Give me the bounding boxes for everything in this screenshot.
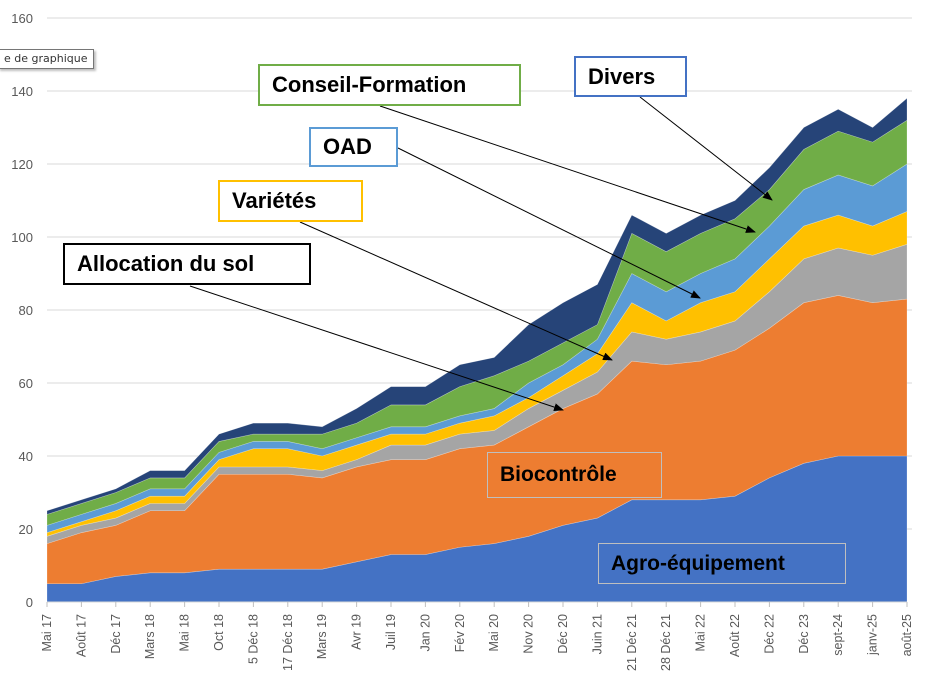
y-tick-label: 60 <box>19 376 33 391</box>
annotation-allocation-du-sol-label: Allocation du sol <box>77 251 255 276</box>
x-tick-label: Oct 18 <box>212 614 226 651</box>
y-tick-label: 120 <box>11 157 33 172</box>
x-tick-label: août-25 <box>900 614 914 656</box>
annotation-oad-label: OAD <box>323 134 372 159</box>
annotation-varietes[interactable]: Variétés <box>218 180 363 222</box>
y-axis: 0 20 40 60 80 100 120 140 160 <box>11 11 33 610</box>
chart-tooltip: e de graphique <box>0 49 94 69</box>
y-tick-label: 20 <box>19 522 33 537</box>
x-tick-label: 5 Déc 18 <box>246 614 260 664</box>
x-tick-label: Mai 20 <box>487 614 501 652</box>
x-tick-label: Août 22 <box>728 614 742 657</box>
x-tick-label: Déc 23 <box>797 614 811 654</box>
annotation-divers[interactable]: Divers <box>574 56 687 97</box>
x-tick-label: Jan 20 <box>418 614 432 652</box>
y-tick-label: 0 <box>26 595 33 610</box>
arrow-oad <box>397 147 701 299</box>
x-tick-label: Avr 19 <box>350 614 364 650</box>
y-tick-label: 40 <box>19 449 33 464</box>
x-tick-label: 17 Déc 18 <box>281 614 295 671</box>
y-tick-label: 140 <box>11 84 33 99</box>
label-agro-equipement[interactable]: Agro-équipement <box>598 543 846 584</box>
label-biocontrole-text: Biocontrôle <box>500 463 617 486</box>
annotation-oad[interactable]: OAD <box>309 127 398 167</box>
label-agro-equipement-text: Agro-équipement <box>611 551 785 575</box>
arrow-varietes <box>299 221 613 361</box>
x-tick-label: Déc 20 <box>556 614 570 654</box>
annotation-conseil-formation-label: Conseil-Formation <box>272 72 467 97</box>
x-tick-label: Déc 17 <box>109 614 123 654</box>
x-tick-label: Déc 22 <box>762 614 776 654</box>
area-divers[interactable] <box>46 97 908 515</box>
area-series <box>46 97 908 603</box>
y-tick-label: 160 <box>11 11 33 26</box>
arrow-conseil <box>379 105 756 233</box>
x-tick-label: Nov 20 <box>522 614 536 654</box>
x-tick-label: Août 17 <box>74 614 88 657</box>
arrow-divers <box>639 96 773 201</box>
annotation-conseil-formation[interactable]: Conseil-Formation <box>258 64 521 106</box>
x-tick-label: Juin 21 <box>590 614 604 654</box>
label-biocontrole[interactable]: Biocontrôle <box>487 452 662 498</box>
annotation-varietes-label: Variétés <box>232 188 317 213</box>
x-tick-label: Juil 19 <box>384 614 398 650</box>
y-tick-label: 100 <box>11 230 33 245</box>
x-tick-label: Mai 22 <box>694 614 708 652</box>
annotation-divers-label: Divers <box>588 63 656 89</box>
x-tick-label: Mai 18 <box>178 614 192 652</box>
x-tick-label: 28 Déc 21 <box>659 614 673 671</box>
x-tick-label: Fév 20 <box>453 614 467 652</box>
y-tick-label: 80 <box>19 303 33 318</box>
x-tick-label: Mai 17 <box>40 614 54 652</box>
x-tick-label: 21 Déc 21 <box>625 614 639 671</box>
x-tick-label: Mars 18 <box>143 614 157 659</box>
x-tick-label: sept-24 <box>831 614 845 656</box>
annotation-arrows <box>189 96 773 411</box>
annotation-allocation-du-sol[interactable]: Allocation du sol <box>63 243 311 285</box>
x-axis: Mai 17 Août 17 Déc 17 Mars 18 Mai 18 Oct 18 5 … <box>40 601 914 671</box>
x-tick-label: janv-25 <box>866 614 880 656</box>
arrow-allocation <box>189 285 564 411</box>
area-varietes[interactable] <box>46 210 908 537</box>
x-tick-label: Mars 19 <box>315 614 329 659</box>
